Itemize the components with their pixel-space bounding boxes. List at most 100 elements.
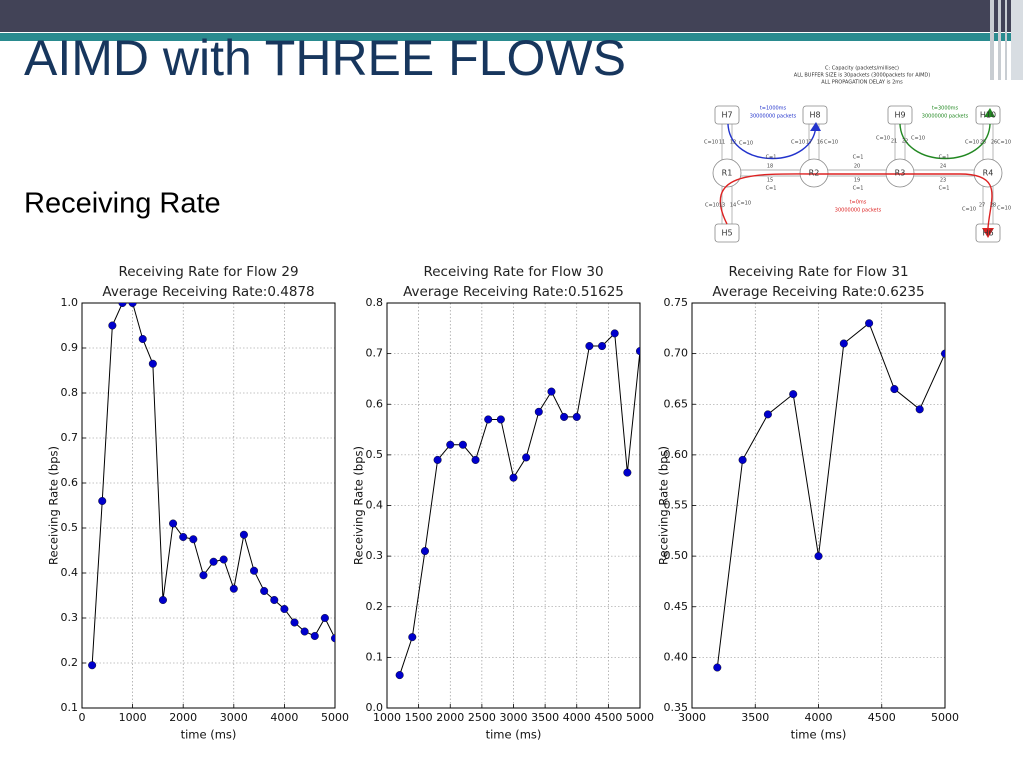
link-label: 16 [817,140,823,146]
flow-label: t=3000ms [932,106,959,112]
y-tick-label: 0.0 [366,701,384,714]
x-tick-label: 4500 [594,711,622,724]
link-label: 28 [990,203,996,209]
y-tick-label: 0.1 [366,650,384,663]
data-point [636,347,640,356]
data-point [572,412,581,421]
y-tick-label: 0.4 [61,566,79,579]
data-point [610,329,619,338]
data-point [118,303,127,307]
link-label: C=10 [737,201,751,207]
link-label: C=10 [876,136,890,142]
y-tick-label: 0.1 [61,701,79,714]
link-label: C=10 [739,141,753,147]
data-point [814,552,823,561]
data-point [229,584,238,593]
x-tick-label: 4000 [563,711,591,724]
link-label: 14 [730,203,736,209]
x-tick-label: 0 [79,711,86,724]
top-bar [0,0,1023,32]
flow-label: 30000000 packets [922,114,969,120]
data-point [420,547,429,556]
y-tick-label: 0.60 [664,448,689,461]
data-point [179,533,188,542]
plot-frame [386,302,641,709]
y-tick-label: 1.0 [61,296,79,309]
y-tick-label: 0.50 [664,549,689,562]
node-shapes [712,105,1003,243]
data-point [509,473,518,482]
y-tick-label: 0.65 [664,397,689,410]
data-point [547,387,556,396]
link-label: C=1 [766,155,777,161]
data-point [209,557,218,566]
data-point [890,385,899,394]
x-tick-label: 1000 [373,711,401,724]
link-label: C=10 [704,140,718,146]
node-label: H6 [982,229,993,238]
link-label: 19 [854,178,860,184]
y-tick-label: 0.2 [61,656,79,669]
data-point [310,632,319,641]
data-point [169,519,178,528]
chart: Receiving Rate for Flow 30 Average Receiv… [352,264,655,742]
node-label: R2 [809,169,820,178]
data-point [320,614,329,623]
flow-arrow [984,108,995,117]
y-tick-label: 0.8 [366,296,384,309]
data-point [239,530,248,539]
x-tick-label: 5000 [931,711,959,724]
node-label: H10 [980,111,996,120]
link-label: 12 [730,140,736,146]
plot-area [82,303,335,708]
diagram-header: ALL BUFFER SIZE is 30packets (3000packet… [794,73,930,79]
data-point [128,303,137,307]
series-line [716,322,945,668]
data-point [408,633,417,642]
link-label: 15 [767,178,773,184]
link-label: 13 [719,203,725,209]
link-label: 23 [940,178,946,184]
data-point [189,535,198,544]
y-axis-label: Receiving Rate (bps) [657,446,671,565]
y-tick-label: 0.9 [61,341,79,354]
link-label: C=10 [911,136,925,142]
chart: Receiving Rate for Flow 31 Average Receiv… [657,264,960,742]
x-tick-label: 4000 [805,711,833,724]
edge-stripe [1011,0,1023,80]
x-tick-label: 5000 [626,711,654,724]
data-point [522,453,531,462]
link-label: C=1 [766,186,777,192]
x-axis-label: time (ms) [181,728,237,742]
link-label: C=1 [939,155,950,161]
link-label: 11 [719,140,725,146]
accent-stripe [0,33,1023,41]
y-tick-label: 0.3 [366,549,384,562]
y-tick-label: 0.5 [366,448,384,461]
y-tick-label: 0.6 [366,397,384,410]
data-point [250,566,259,575]
diagram-header: C: Capacity (packets/millisec) [825,66,899,72]
link-label: C=10 [962,207,976,213]
flow-path [727,123,817,160]
link-label: C=1 [853,155,864,161]
node-label: R1 [722,169,733,178]
x-tick-label: 2000 [436,711,464,724]
y-tick-label: 0.7 [61,431,79,444]
chart-subtitle: Average Receiving Rate:0.6235 [712,284,924,300]
y-tick-label: 0.45 [664,600,689,613]
data-point [280,605,289,614]
network-diagram: C: Capacity (packets/millisec)ALL BUFFER… [704,66,1011,243]
y-tick-label: 0.2 [366,600,384,613]
x-tick-label: 3500 [741,711,769,724]
x-tick-label: 4000 [270,711,298,724]
y-tick-label: 0.5 [61,521,79,534]
link-label: 25 [980,140,986,146]
data-point [219,555,228,564]
chart: Receiving Rate for Flow 29 Average Receiv… [47,264,350,742]
chart-subtitle: Average Receiving Rate:0.51625 [403,284,624,300]
x-tick-label: 4500 [868,711,896,724]
link-label: C=10 [824,140,838,146]
